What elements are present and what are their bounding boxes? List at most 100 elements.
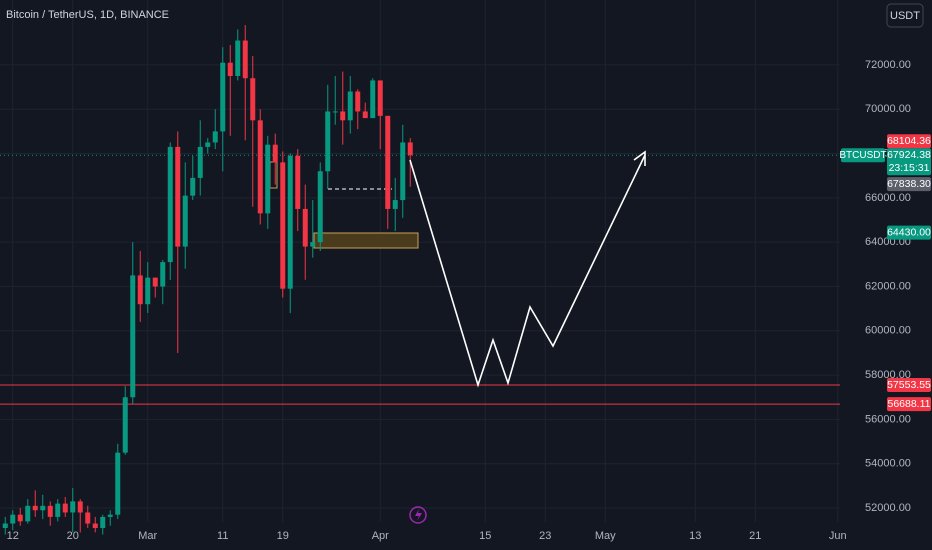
x-tick-label: 21	[749, 530, 761, 542]
y-tick-label: 66000.00	[865, 192, 911, 204]
chart-title: Bitcoin / TetherUS, 1D, BINANCE	[6, 9, 169, 21]
candle-body	[152, 277, 158, 287]
y-tick-label: 54000.00	[865, 458, 911, 470]
candle-body	[220, 62, 226, 132]
candle-body	[175, 146, 181, 247]
y-tick-label: 52000.00	[865, 502, 911, 514]
price-tag-label: 56688.11	[887, 398, 930, 410]
event-icon[interactable]	[409, 506, 427, 524]
x-tick-label: 19	[277, 530, 289, 542]
projection-arrowhead	[633, 150, 646, 166]
candles	[2, 25, 413, 535]
candle-body	[355, 91, 361, 112]
x-tick-label: Apr	[372, 530, 389, 542]
candle-body	[182, 195, 188, 247]
candle-body	[190, 177, 196, 196]
candle-body	[400, 142, 406, 201]
candle-body	[70, 501, 76, 513]
candle-body	[205, 142, 211, 147]
candle-body	[250, 78, 256, 121]
x-tick-label: 23	[539, 530, 551, 542]
candle-body	[32, 505, 38, 511]
candle-body	[325, 111, 331, 172]
candle-body	[92, 523, 98, 528]
candle-body	[362, 111, 368, 119]
x-tick-label: 12	[7, 530, 19, 542]
candle-body	[310, 242, 316, 247]
candle-body	[107, 514, 113, 517]
currency-button[interactable]	[886, 3, 924, 28]
symbol-label: BTCUSDT	[839, 150, 886, 161]
candle-body	[392, 200, 398, 209]
candle-body	[197, 146, 203, 178]
candle-body	[280, 162, 286, 289]
candle-body	[115, 452, 121, 515]
candle-body	[2, 523, 8, 528]
candle-body	[385, 115, 391, 209]
candle-body	[332, 111, 338, 113]
candle-body	[317, 171, 323, 243]
y-tick-label: 72000.00	[865, 59, 911, 71]
x-tick-label: 20	[67, 530, 79, 542]
price-tag	[887, 397, 931, 412]
x-tick-label: May	[595, 530, 616, 542]
y-tick-label: 56000.00	[865, 413, 911, 425]
x-tick-label: 13	[689, 530, 701, 542]
price-tag-label: 68104.36	[887, 135, 931, 147]
candle-body	[77, 501, 83, 513]
x-tick-label: Mar	[138, 530, 157, 542]
y-tick-label: 62000.00	[865, 280, 911, 292]
x-tick-label: Jun	[829, 530, 847, 542]
candle-body	[167, 146, 173, 263]
price-tag	[887, 377, 931, 392]
candle-body	[160, 262, 166, 287]
price-tag-label: 67924.38	[887, 149, 931, 161]
countdown-label: 23:15:31	[889, 162, 930, 174]
candle-body	[17, 514, 23, 522]
candle-body	[295, 155, 301, 209]
candle-body	[407, 142, 413, 156]
candle-body	[85, 512, 91, 524]
demand-zone	[313, 232, 419, 249]
candle-body	[212, 131, 218, 143]
candle-body	[377, 80, 383, 116]
candle-body	[235, 40, 241, 76]
candle-body	[340, 111, 346, 121]
candle-body	[47, 505, 53, 517]
price-tag	[887, 148, 931, 176]
axes: 52000.0054000.0056000.0058000.0060000.00…	[7, 59, 911, 542]
projection-path	[409, 154, 646, 388]
candle-body	[62, 503, 68, 513]
price-tag-label: 57553.55	[887, 379, 931, 391]
candle-body	[130, 275, 136, 398]
candle-body	[10, 514, 16, 524]
candle-body	[145, 277, 151, 305]
candle-body	[265, 144, 271, 214]
price-tag	[887, 177, 931, 192]
price-tag-label: 64430.00	[887, 226, 931, 238]
price-axis	[840, 0, 932, 550]
currency-label: USDT	[890, 10, 920, 22]
x-tick-label: 11	[217, 530, 228, 542]
candle-body	[272, 144, 278, 163]
candle-body	[55, 503, 61, 517]
candle-body	[137, 275, 143, 305]
candle-body	[40, 505, 46, 511]
y-tick-label: 70000.00	[865, 103, 911, 115]
candle-body	[287, 155, 293, 289]
symbol-tag	[841, 148, 885, 163]
candle-body	[242, 40, 248, 79]
price-tag-label: 67838.30	[887, 178, 931, 190]
candle-body	[302, 208, 308, 247]
candle-body	[257, 120, 263, 214]
price-tag	[887, 134, 931, 149]
candle-body	[347, 91, 353, 121]
candle-body	[227, 62, 233, 76]
price-tag	[887, 225, 931, 240]
candle-body	[122, 397, 128, 453]
event-icon-bolt	[415, 509, 422, 521]
x-tick-label: 15	[479, 530, 491, 542]
